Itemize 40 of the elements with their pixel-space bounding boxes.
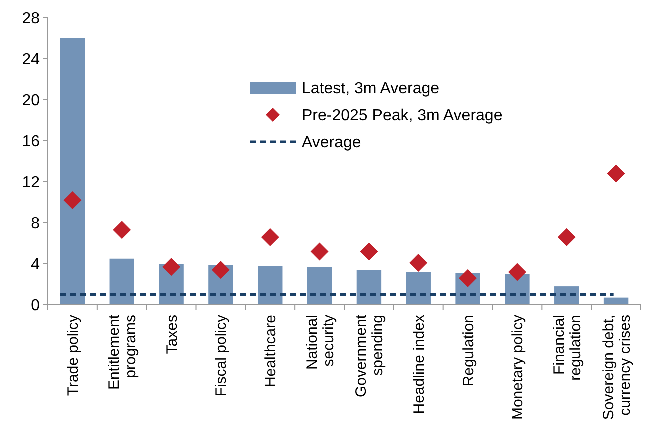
bar	[406, 272, 431, 305]
bar	[356, 270, 382, 305]
point	[310, 242, 329, 261]
bar	[307, 267, 332, 305]
legend-label: Average	[302, 134, 362, 152]
y-tick-label: 8	[31, 216, 40, 233]
point	[558, 228, 576, 246]
x-tick-label: National security	[304, 314, 338, 370]
x-tick-label: Taxes	[164, 315, 181, 354]
bar	[110, 258, 134, 305]
y-tick-label: 24	[22, 52, 40, 69]
point	[162, 258, 181, 276]
x-tick-label: Monetary policy	[510, 314, 527, 420]
y-tick-label: 0	[31, 298, 40, 315]
point	[64, 191, 82, 210]
legend-label: Pre-2025 Peak, 3m Average	[302, 108, 503, 125]
y-tick-label: 12	[22, 174, 40, 192]
x-tick-label: Financial regulation	[550, 315, 584, 381]
x-tick-label: Entitlement programs	[106, 314, 140, 390]
y-tick-label: 4	[31, 256, 40, 274]
bar	[258, 266, 283, 305]
legend-label: Latest, 3m Average	[302, 80, 440, 98]
y-tick-label: 20	[22, 92, 40, 110]
bar	[60, 38, 86, 305]
point	[459, 269, 478, 288]
y-tick-label: 28	[22, 10, 40, 28]
point	[508, 263, 526, 282]
point	[212, 261, 230, 280]
bar	[604, 298, 629, 305]
x-tick-label: Healthcare	[262, 315, 280, 388]
point	[360, 242, 378, 261]
x-tick-label: Fiscal policy	[213, 314, 230, 397]
point	[410, 254, 428, 272]
point	[607, 164, 626, 183]
point	[261, 228, 280, 246]
x-tick-label: Regulation	[460, 315, 478, 387]
point	[113, 221, 132, 240]
y-tick-label: 16	[22, 134, 40, 151]
x-tick-label: Headline index	[410, 314, 428, 414]
x-tick-label: Trade policy	[64, 314, 82, 396]
